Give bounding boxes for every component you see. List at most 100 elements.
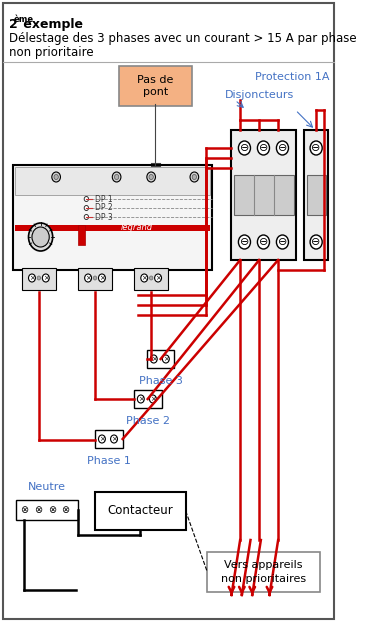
Text: Neutre: Neutre [28,482,66,492]
Circle shape [162,355,169,363]
Text: ème: ème [14,15,34,24]
Text: ⊗: ⊗ [62,505,70,515]
Circle shape [46,503,58,517]
FancyBboxPatch shape [307,175,326,215]
Circle shape [149,395,156,403]
Circle shape [32,503,44,517]
Text: Disjoncteurs: Disjoncteurs [225,90,294,100]
FancyBboxPatch shape [16,500,78,520]
FancyBboxPatch shape [78,225,85,245]
Circle shape [238,141,250,155]
Text: DP 2: DP 2 [95,203,113,213]
Circle shape [28,274,35,282]
Text: ⊖: ⊖ [240,143,249,153]
FancyBboxPatch shape [134,390,161,408]
FancyBboxPatch shape [78,268,112,290]
Circle shape [84,205,89,210]
Text: ×: × [150,396,156,402]
Circle shape [54,175,58,180]
Text: ⊖: ⊖ [312,143,321,153]
FancyBboxPatch shape [95,492,186,530]
Text: ×: × [85,275,91,281]
Circle shape [147,172,156,182]
Text: Contacteur: Contacteur [107,504,173,518]
Text: ⊖: ⊖ [240,237,249,247]
FancyBboxPatch shape [21,268,56,290]
Text: ⊗: ⊗ [34,505,42,515]
Circle shape [85,274,92,282]
Circle shape [32,227,49,247]
Circle shape [310,235,322,249]
Circle shape [93,276,97,280]
Text: ⊗: ⊗ [20,505,28,515]
Circle shape [112,172,121,182]
Circle shape [84,215,89,220]
Circle shape [150,355,157,363]
Text: ×: × [29,275,35,281]
FancyBboxPatch shape [3,3,334,619]
Circle shape [28,223,53,251]
Circle shape [43,274,49,282]
FancyBboxPatch shape [207,552,319,592]
FancyBboxPatch shape [15,167,210,195]
Text: ⊖: ⊖ [278,237,287,247]
FancyBboxPatch shape [13,165,212,270]
Text: ×: × [99,275,105,281]
Circle shape [37,276,41,280]
Circle shape [310,141,322,155]
Circle shape [257,235,269,249]
FancyBboxPatch shape [95,430,123,448]
Text: Vers appareils
non prioritaires: Vers appareils non prioritaires [221,560,306,583]
Circle shape [190,172,199,182]
Text: Phase 3: Phase 3 [139,376,183,386]
Text: Protection 1A: Protection 1A [255,72,329,82]
FancyBboxPatch shape [147,350,174,368]
Text: non prioritaire: non prioritaire [9,46,93,59]
Circle shape [52,172,60,182]
Circle shape [277,141,289,155]
Circle shape [277,235,289,249]
Text: Phase 2: Phase 2 [126,416,170,426]
FancyBboxPatch shape [134,268,168,290]
Circle shape [18,503,30,517]
FancyBboxPatch shape [304,130,328,260]
Circle shape [114,175,119,180]
Text: DP 1: DP 1 [95,195,113,203]
Text: legrand: legrand [121,223,153,233]
Circle shape [238,235,250,249]
Text: ⊖: ⊖ [278,143,287,153]
Text: ×: × [138,396,144,402]
Circle shape [98,435,105,443]
Text: Phase 1: Phase 1 [87,456,131,466]
Text: ×: × [111,436,117,442]
Circle shape [149,276,153,280]
Text: ×: × [99,436,105,442]
Circle shape [257,141,269,155]
Text: ×: × [141,275,147,281]
Text: ⊗: ⊗ [48,505,56,515]
Text: 2: 2 [9,18,18,31]
Text: exemple: exemple [19,18,83,31]
Text: ×: × [163,356,169,362]
Text: Délestage des 3 phases avec un courant > 15 A par phase: Délestage des 3 phases avec un courant >… [9,32,356,45]
Text: ⊖: ⊖ [312,237,321,247]
Circle shape [84,197,89,202]
Text: ⊖: ⊖ [259,237,268,247]
Circle shape [149,175,153,180]
Text: ×: × [151,356,157,362]
Circle shape [110,435,117,443]
Circle shape [98,274,105,282]
FancyBboxPatch shape [232,130,296,260]
Text: ×: × [155,275,161,281]
FancyBboxPatch shape [119,66,192,106]
Circle shape [60,503,72,517]
Circle shape [141,274,148,282]
Circle shape [192,175,197,180]
Text: DP 3: DP 3 [95,213,113,221]
Circle shape [154,274,161,282]
FancyBboxPatch shape [15,225,210,231]
Text: ⊖: ⊖ [259,143,268,153]
Text: Pas de
pont: Pas de pont [137,75,174,97]
Text: ×: × [43,275,49,281]
Circle shape [137,395,144,403]
